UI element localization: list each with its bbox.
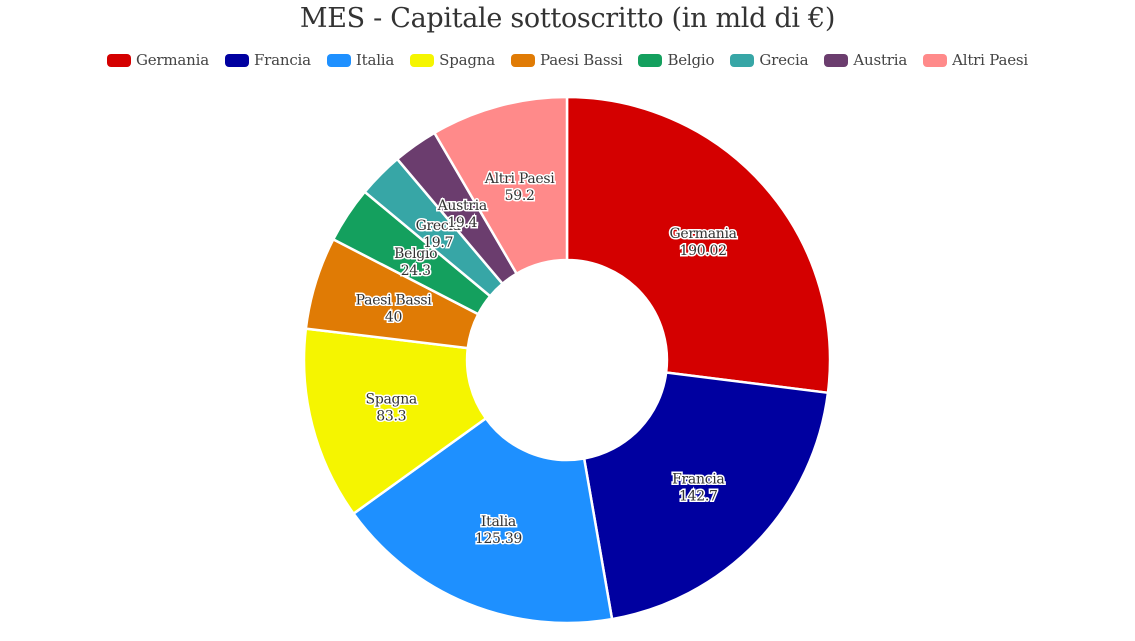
slice-spagna[interactable] (302, 327, 488, 516)
legend-label: Paesi Bassi (539, 51, 623, 69)
legend-swatch-icon (510, 53, 535, 67)
slice-label: Grecia 19.7 (416, 218, 461, 251)
slice-altri-paesi[interactable] (432, 95, 569, 276)
legend-item-altri-paesi[interactable]: Altri Paesi (923, 51, 1028, 69)
legend-label: Altri Paesi (952, 51, 1029, 69)
legend-swatch-icon (410, 53, 435, 67)
legend-item-italia[interactable]: Italia (326, 51, 395, 69)
legend-label: Grecia (759, 51, 809, 69)
slice-label: Belgio 24.3 (394, 246, 437, 279)
chart-title: MES - Capitale sottoscritto (in mld di €… (299, 3, 836, 34)
slice-italia[interactable] (351, 416, 614, 625)
slice-label: Paesi Bassi 40 (356, 293, 433, 326)
chart-legend: Germania Francia Italia Spagna Paesi Bas… (0, 51, 1135, 69)
legend-swatch-icon (730, 53, 755, 67)
legend-item-francia[interactable]: Francia (224, 51, 311, 69)
slice-francia[interactable] (582, 371, 830, 621)
legend-swatch-icon (638, 53, 663, 67)
legend-label: Francia (253, 51, 311, 69)
legend-label: Spagna (439, 51, 495, 69)
slice-label: Italia 125.39 (475, 514, 522, 547)
slice-label: Francia 142.7 (672, 471, 724, 504)
slice-germania[interactable] (565, 95, 832, 395)
legend-swatch-icon (824, 53, 849, 67)
legend-item-germania[interactable]: Germania (106, 51, 209, 69)
slice-label: Germania 190.02 (669, 226, 736, 259)
slice-label: Austria 19.4 (437, 198, 487, 231)
legend-swatch-icon (326, 53, 351, 67)
legend-label: Italia (355, 51, 395, 69)
legend-label: Germania (135, 51, 209, 69)
donut-labels: Germania 190.02 Francia 142.7 Italia 125.39 Sp… (354, 169, 738, 548)
slice-label: Spagna 83.3 (366, 391, 417, 424)
legend-label: Belgio (667, 51, 715, 69)
legend-swatch-icon (106, 53, 131, 67)
legend-item-austria[interactable]: Austria (824, 51, 907, 69)
donut-slices (302, 95, 832, 625)
legend-item-belgio[interactable]: Belgio (638, 51, 715, 69)
slice-label: Altri Paesi 59.2 (484, 171, 555, 204)
legend-item-grecia[interactable]: Grecia (730, 51, 809, 69)
legend-item-spagna[interactable]: Spagna (410, 51, 495, 69)
legend-swatch-icon (923, 53, 948, 67)
legend-item-paesi-bassi[interactable]: Paesi Bassi (510, 51, 623, 69)
legend-label: Austria (853, 51, 908, 69)
legend-swatch-icon (224, 53, 249, 67)
